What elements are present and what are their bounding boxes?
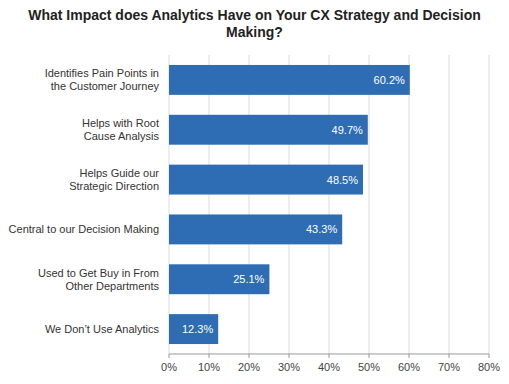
bar	[169, 165, 363, 195]
tick-label: 30%	[278, 361, 300, 373]
data-label: 12.3%	[182, 323, 213, 335]
grid	[169, 55, 489, 354]
bar	[169, 214, 342, 244]
grid-line	[249, 55, 250, 354]
tick-mark	[169, 354, 170, 358]
data-label: 25.1%	[233, 273, 264, 285]
data-label: 43.3%	[306, 223, 337, 235]
tick-mark	[329, 354, 330, 358]
grid-line	[409, 55, 410, 354]
tick-mark	[489, 354, 490, 358]
axis-line	[169, 354, 489, 355]
category-label: We Don’t Use Analytics	[45, 323, 160, 335]
background	[0, 0, 509, 384]
title: What Impact does Analytics Have on Your …	[28, 7, 481, 40]
bars	[169, 65, 410, 344]
chart-container: What Impact does Analytics Have on Your …	[0, 0, 509, 384]
tick-label: 20%	[238, 361, 260, 373]
data-label: 60.2%	[374, 74, 405, 86]
data-label: 49.7%	[332, 124, 363, 136]
tick-label: 80%	[478, 361, 500, 373]
grid-line	[329, 55, 330, 354]
data-label: 48.5%	[327, 174, 358, 186]
tick-label: 70%	[438, 361, 460, 373]
tick-mark	[249, 354, 250, 358]
bar	[169, 65, 410, 95]
tick-mark	[409, 354, 410, 358]
tick-label: 0%	[161, 361, 177, 373]
grid-line	[169, 55, 170, 354]
grid-line	[369, 55, 370, 354]
tick-label: 60%	[398, 361, 420, 373]
x-axis: 0% 10% 20% 30% 40% 50% 60% 70% 80%	[161, 354, 500, 373]
chart: What Impact does Analytics Have on Your …	[0, 0, 509, 384]
tick-mark	[369, 354, 370, 358]
data-labels: 12.3% 25.1% 43.3% 48.5% 49.7% 60.2%	[182, 74, 405, 335]
tick-label: 40%	[318, 361, 340, 373]
bar	[169, 314, 218, 344]
bar	[169, 115, 368, 145]
y-axis: We Don’t Use Analytics Used to Get Buy in…	[9, 67, 160, 335]
grid-line	[289, 55, 290, 354]
category-label: Identifies Pain Points inthe Customer Jo…	[45, 67, 160, 92]
tick-mark	[449, 354, 450, 358]
category-label: Helps Guide ourStrategic Direction	[69, 167, 159, 192]
grid-line	[209, 55, 210, 354]
category-label: Helps with RootCause Analysis	[82, 117, 160, 142]
category-label: Central to our Decision Making	[9, 223, 159, 235]
category-label: Used to Get Buy in FromOther Departments	[38, 267, 160, 292]
tick-label: 10%	[198, 361, 220, 373]
tick-mark	[209, 354, 210, 358]
bar	[169, 264, 269, 294]
tick-label: 50%	[358, 361, 380, 373]
tick-mark	[289, 354, 290, 358]
grid-line	[449, 55, 450, 354]
grid-line	[489, 55, 490, 354]
